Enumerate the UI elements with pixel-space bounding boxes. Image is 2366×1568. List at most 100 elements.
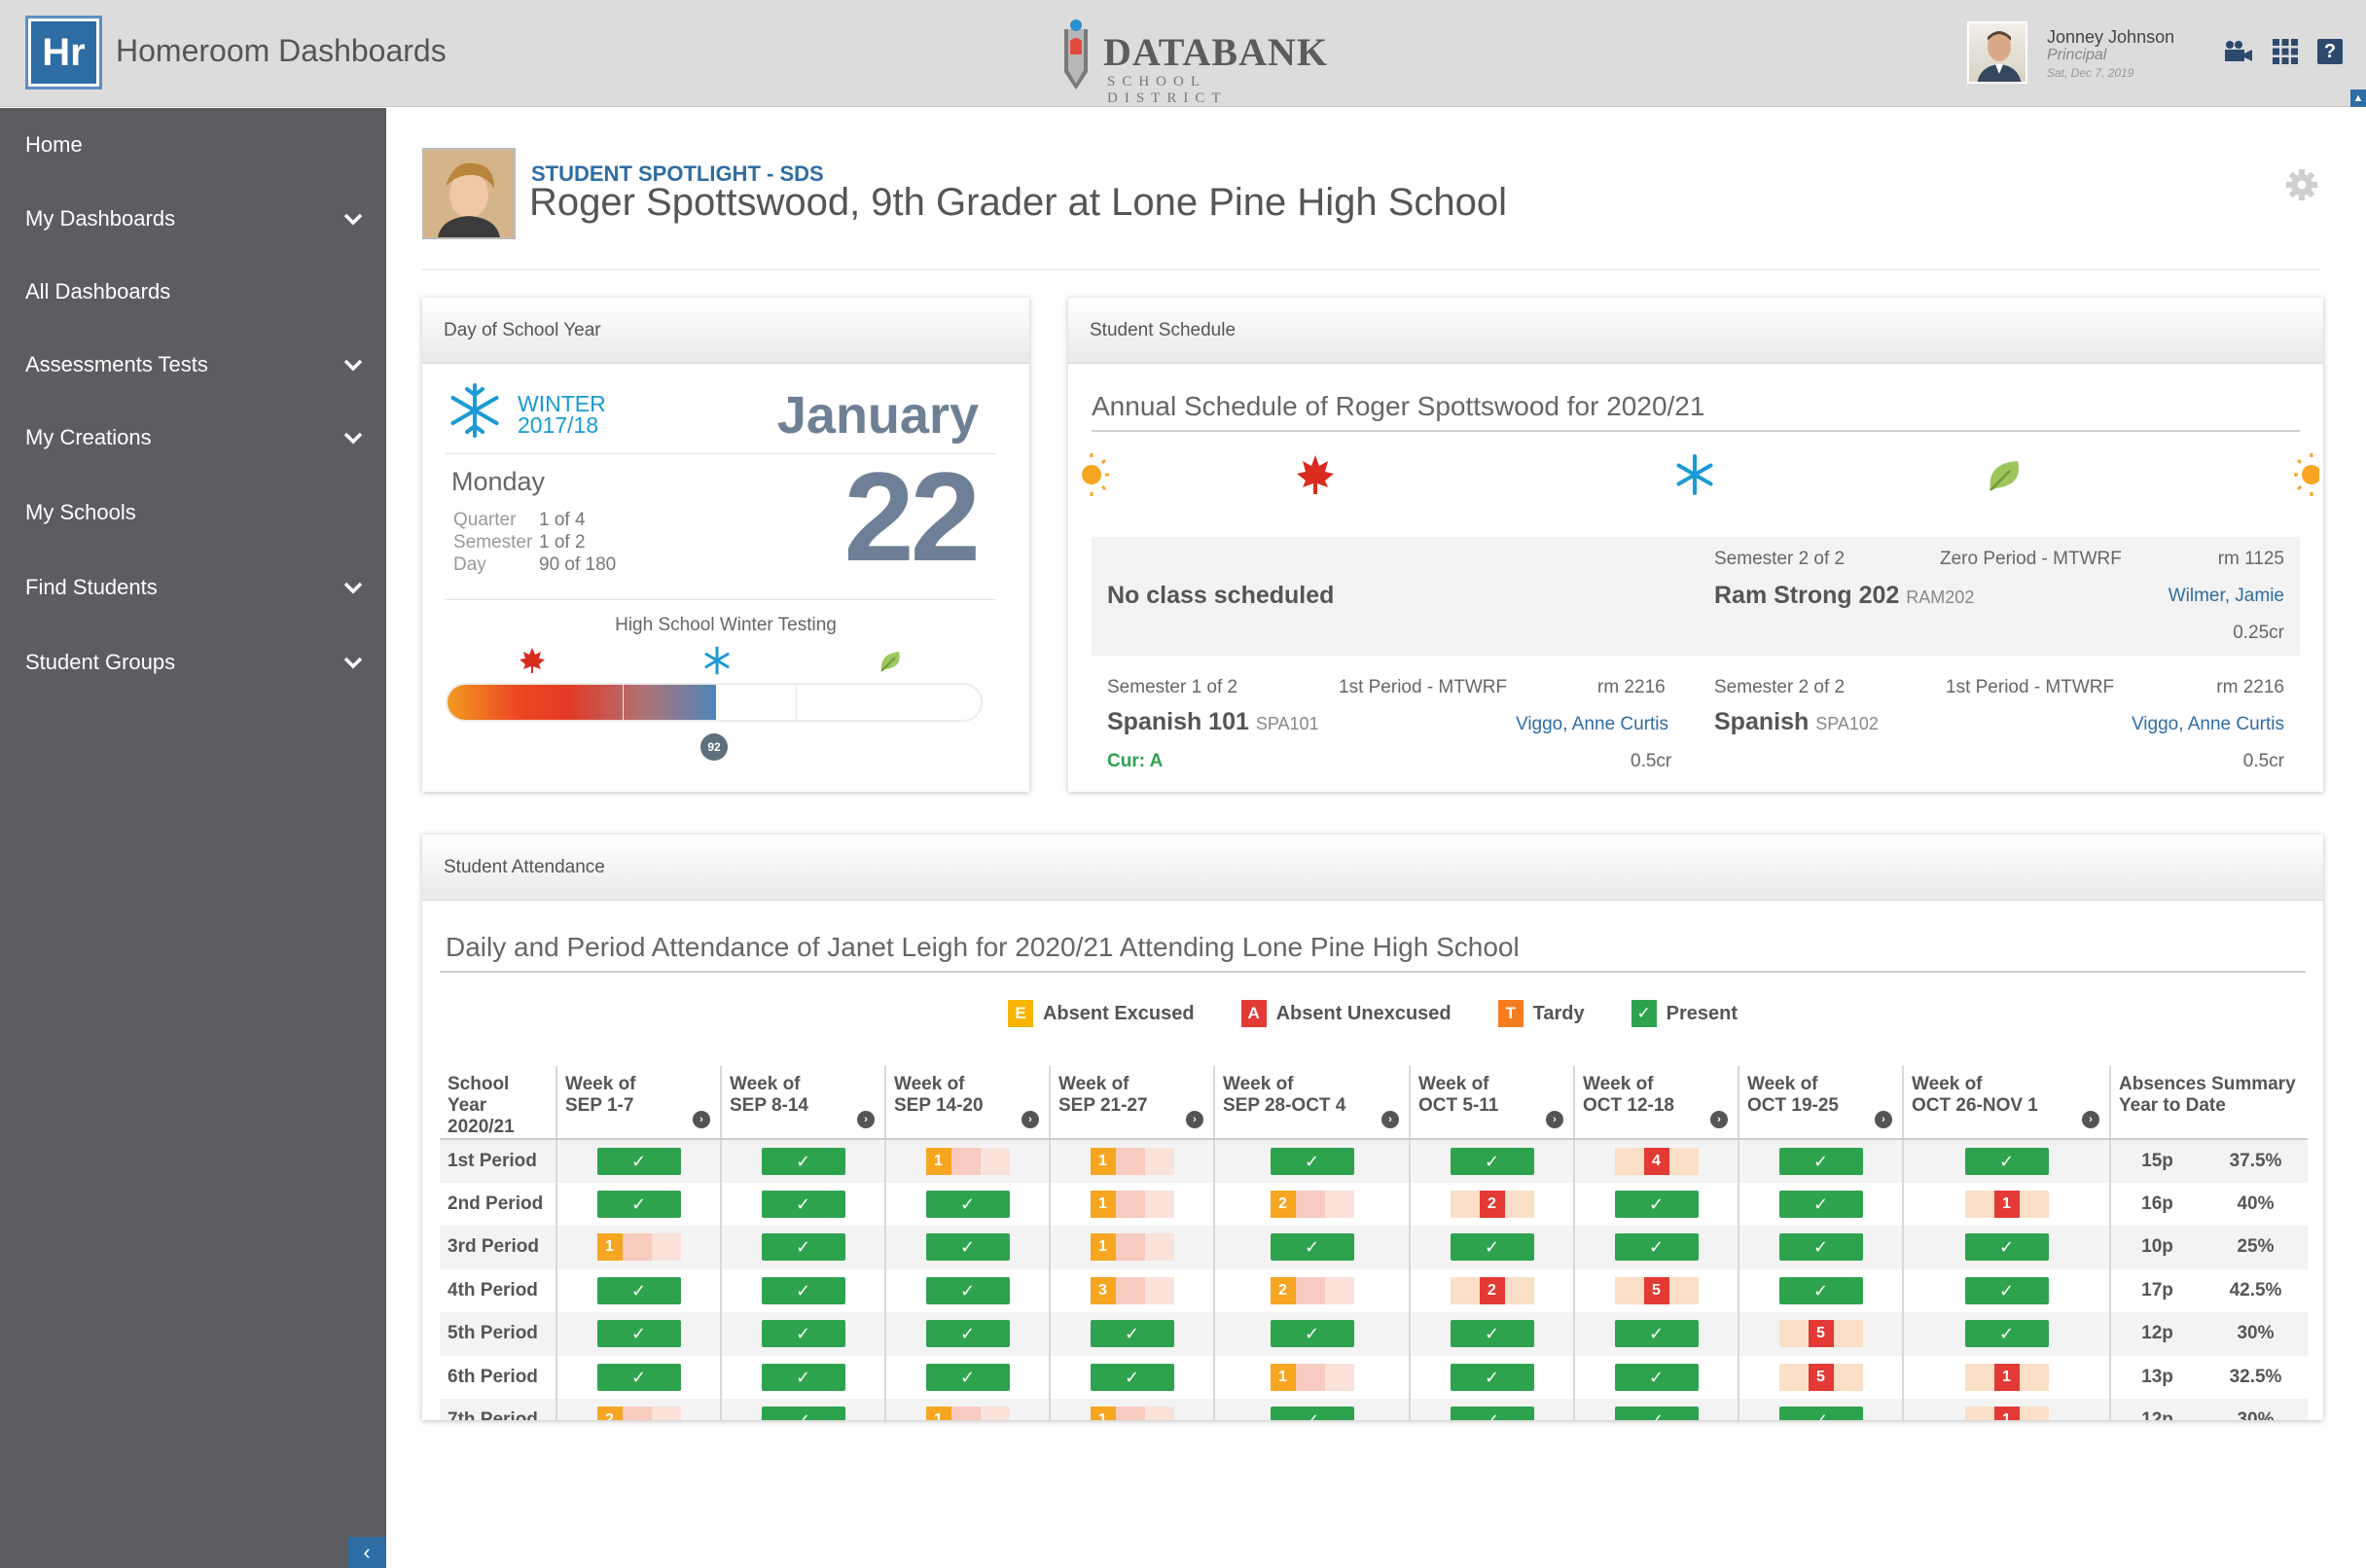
present-mark[interactable]: ✓ [1778,1147,1863,1175]
chevron-down-icon[interactable] [341,353,365,376]
attendance-cell[interactable]: ✓ [720,1355,885,1399]
attendance-cell[interactable]: ✓ [884,1355,1050,1399]
attendance-cell[interactable]: ✓ [1902,1312,2110,1356]
attendance-cell[interactable]: ✓ [1409,1312,1574,1356]
attendance-cell[interactable]: ✓ [1902,1226,2110,1269]
column-header-week[interactable]: Week of OCT 19-25 › [1738,1066,1903,1140]
present-mark[interactable]: ✓ [1778,1190,1863,1218]
attendance-cell[interactable]: ✓ [884,1268,1050,1312]
video-camera-icon[interactable] [2222,35,2255,68]
attendance-cell[interactable]: 2 [1409,1268,1574,1312]
attendance-cell[interactable]: 2 [1409,1182,1574,1226]
unexcused-mark[interactable]: 5 [1614,1276,1699,1304]
unexcused-mark[interactable]: 2 [1450,1190,1534,1218]
present-mark[interactable]: ✓ [1090,1320,1174,1348]
attendance-cell[interactable]: ✓ [1738,1139,1903,1183]
chevron-right-icon[interactable]: › [1186,1111,1203,1128]
column-header-week[interactable]: Week of OCT 26-NOV 1 › [1902,1066,2110,1140]
attendance-cell[interactable]: ✓ [1213,1226,1410,1269]
course-name[interactable]: Ram Strong 202 RAM202 [1714,582,1974,610]
present-mark[interactable]: ✓ [1614,1363,1699,1391]
sidebar-item-all-dashboards[interactable]: All Dashboards [0,265,386,319]
present-mark[interactable]: ✓ [1614,1407,1699,1420]
attendance-cell[interactable]: ✓ [720,1399,885,1420]
present-mark[interactable]: ✓ [1450,1320,1534,1348]
present-mark[interactable]: ✓ [596,1320,681,1348]
attendance-cell[interactable]: ✓ [720,1226,885,1269]
attendance-cell[interactable]: ✓ [1573,1312,1739,1356]
present-mark[interactable]: ✓ [1270,1407,1354,1420]
chevron-right-icon[interactable]: › [1546,1111,1563,1128]
attendance-cell[interactable]: ✓ [884,1312,1050,1356]
present-mark[interactable]: ✓ [761,1363,845,1391]
present-mark[interactable]: ✓ [1450,1233,1534,1262]
attendance-cell[interactable]: ✓ [1409,1139,1574,1183]
attendance-cell[interactable]: 5 [1738,1355,1903,1399]
attendance-cell[interactable]: ✓ [556,1182,721,1226]
column-header-week[interactable]: Week of SEP 1-7 › [556,1066,721,1140]
column-header-week[interactable]: Week of SEP 14-20 › [884,1066,1050,1140]
attendance-cell[interactable]: ✓ [1573,1182,1739,1226]
present-mark[interactable]: ✓ [925,1233,1010,1262]
attendance-cell[interactable]: 2 [556,1399,721,1420]
attendance-cell[interactable]: ✓ [1902,1139,2110,1183]
present-mark[interactable]: ✓ [1964,1147,2049,1175]
present-mark[interactable]: ✓ [1614,1190,1699,1218]
attendance-cell[interactable]: ✓ [720,1139,885,1183]
sidebar-item-find-students[interactable]: Find Students [0,560,386,615]
tardy-mark[interactable]: 3 [1090,1276,1174,1304]
column-header-week[interactable]: Week of SEP 28-OCT 4 › [1213,1066,1410,1140]
apps-grid-icon[interactable] [2269,35,2302,68]
collapse-header-button[interactable]: ▲ [2350,89,2366,107]
present-mark[interactable]: ✓ [761,1147,845,1175]
present-mark[interactable]: ✓ [596,1276,681,1304]
column-header-week[interactable]: Week of SEP 8-14 › [720,1066,885,1140]
present-mark[interactable]: ✓ [1270,1147,1354,1175]
present-mark[interactable]: ✓ [761,1276,845,1304]
present-mark[interactable]: ✓ [761,1320,845,1348]
attendance-cell[interactable]: ✓ [556,1312,721,1356]
attendance-cell[interactable]: ✓ [884,1182,1050,1226]
present-mark[interactable]: ✓ [1270,1233,1354,1262]
attendance-cell[interactable]: ✓ [1409,1226,1574,1269]
sidebar-item-student-groups[interactable]: Student Groups [0,635,386,690]
tardy-mark[interactable]: 1 [1090,1233,1174,1262]
teacher-link[interactable]: Viggo, Anne Curtis [1516,714,1669,734]
chevron-down-icon[interactable] [341,651,365,674]
attendance-cell[interactable]: 4 [1573,1139,1739,1183]
course-name[interactable]: Spanish 101 SPA101 [1107,708,1319,736]
column-header-week[interactable]: Week of OCT 5-11 › [1409,1066,1574,1140]
present-mark[interactable]: ✓ [1778,1407,1863,1420]
tardy-mark[interactable]: 2 [596,1407,681,1420]
column-header-week[interactable]: Week of SEP 21-27 › [1049,1066,1214,1140]
tardy-mark[interactable]: 1 [1090,1147,1174,1175]
chevron-down-icon[interactable] [341,426,365,449]
present-mark[interactable]: ✓ [1614,1233,1699,1262]
gear-icon[interactable] [2284,167,2319,202]
present-mark[interactable]: ✓ [761,1407,845,1420]
attendance-cell[interactable]: ✓ [1573,1226,1739,1269]
user-name[interactable]: Jonney Johnson [2047,27,2175,47]
attendance-cell[interactable]: ✓ [1738,1226,1903,1269]
chevron-right-icon[interactable]: › [1381,1111,1399,1128]
present-mark[interactable]: ✓ [1964,1233,2049,1262]
attendance-cell[interactable]: ✓ [720,1182,885,1226]
sidebar-item-home[interactable]: Home [0,118,386,172]
unexcused-mark[interactable]: 1 [1964,1190,2049,1218]
attendance-cell[interactable]: ✓ [1213,1312,1410,1356]
unexcused-mark[interactable]: 1 [1964,1363,2049,1391]
chevron-down-icon[interactable] [341,207,365,231]
attendance-cell[interactable]: ✓ [1049,1355,1214,1399]
attendance-cell[interactable]: 3 [1049,1268,1214,1312]
chevron-right-icon[interactable]: › [1022,1111,1039,1128]
attendance-cell[interactable]: 5 [1573,1268,1739,1312]
present-mark[interactable]: ✓ [925,1363,1010,1391]
attendance-cell[interactable]: ✓ [884,1226,1050,1269]
attendance-cell[interactable]: ✓ [1902,1268,2110,1312]
tardy-mark[interactable]: 2 [1270,1276,1354,1304]
attendance-cell[interactable]: ✓ [1213,1399,1410,1420]
present-mark[interactable]: ✓ [925,1320,1010,1348]
present-mark[interactable]: ✓ [1450,1363,1534,1391]
unexcused-mark[interactable]: 1 [1964,1407,2049,1420]
app-logo[interactable]: Hr [25,16,102,89]
